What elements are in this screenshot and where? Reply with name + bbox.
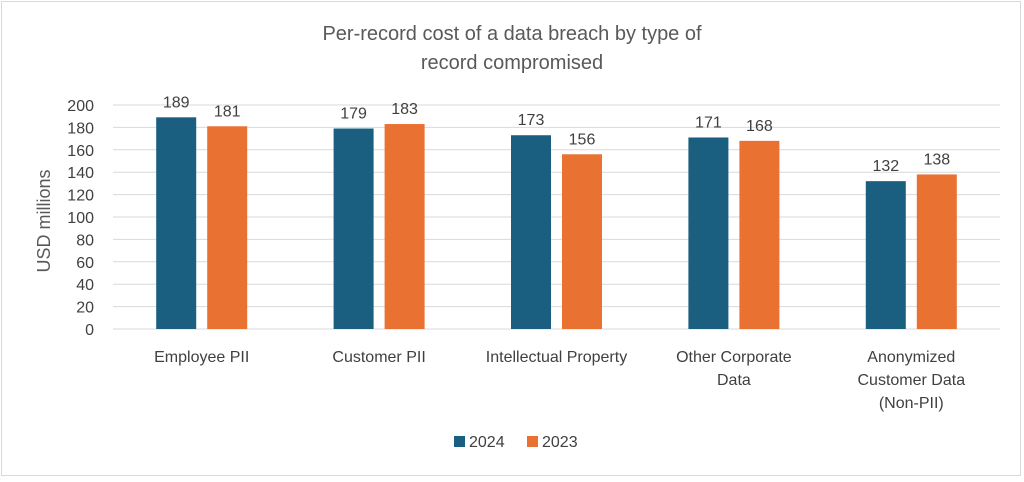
chart-title-line: Per-record cost of a data breach by type… [322, 23, 702, 45]
y-tick-label: 200 [67, 98, 94, 115]
legend: 2024 2023 [454, 434, 578, 451]
gridlines [113, 104, 1000, 330]
bar-2024 [511, 135, 551, 329]
y-tick-label: 160 [67, 143, 94, 160]
data-label: 168 [746, 118, 773, 135]
bar-2024 [688, 137, 729, 329]
x-category-label: Intellectual Property [486, 349, 627, 366]
legend-label-2024: 2024 [469, 434, 505, 451]
data-label: 181 [214, 103, 241, 120]
bar-2023 [916, 174, 957, 329]
x-category-label: Customer Data [858, 372, 966, 389]
x-category-label: Data [717, 372, 751, 389]
x-category-label: Other Corporate [676, 349, 792, 366]
x-category-label: Anonymized [867, 349, 955, 366]
data-label: 138 [923, 151, 950, 168]
bar-2024 [156, 117, 197, 329]
y-tick-label: 100 [67, 210, 94, 227]
chart-title: Per-record cost of a data breach by type… [322, 23, 702, 74]
y-tick-label: 40 [76, 277, 94, 294]
x-category-label: Employee PII [154, 349, 249, 366]
chart-title-line: record compromised [421, 52, 603, 74]
y-tick-label: 140 [67, 165, 94, 182]
legend-label-2023: 2023 [542, 434, 578, 451]
data-label: 189 [163, 94, 190, 111]
y-tick-label: 20 [76, 300, 94, 317]
bar-2024 [333, 128, 374, 329]
y-axis-label: USD millions [34, 169, 54, 272]
y-tick-label: 80 [76, 232, 94, 249]
bar-2023 [384, 124, 425, 329]
y-tick-label: 180 [67, 120, 94, 137]
y-tick-labels: 0 20 40 60 80 100 120 140 160 180 200 [67, 98, 94, 339]
bar-2024 [865, 181, 906, 329]
data-labels: 189 181 179 183 173 156 171 168 132 138 [163, 94, 950, 175]
data-label: 156 [569, 131, 596, 148]
y-tick-label: 120 [67, 188, 94, 205]
bar-2023 [562, 154, 602, 329]
y-tick-label: 60 [76, 255, 94, 272]
data-label: 183 [391, 101, 418, 118]
data-label: 171 [695, 114, 722, 131]
x-category-label: (Non-PII) [879, 395, 944, 412]
data-label: 132 [872, 158, 899, 175]
bar-2023 [739, 140, 780, 329]
bars [156, 117, 957, 329]
data-label: 179 [340, 106, 367, 123]
legend-swatch-2024 [454, 436, 465, 447]
x-category-labels: Employee PII Customer PII Intellectual Pro… [154, 349, 965, 412]
y-tick-label: 0 [85, 322, 94, 339]
legend-swatch-2023 [527, 436, 538, 447]
bar-2023 [207, 126, 248, 329]
x-category-label: Customer PII [332, 349, 425, 366]
data-label: 173 [518, 112, 545, 129]
